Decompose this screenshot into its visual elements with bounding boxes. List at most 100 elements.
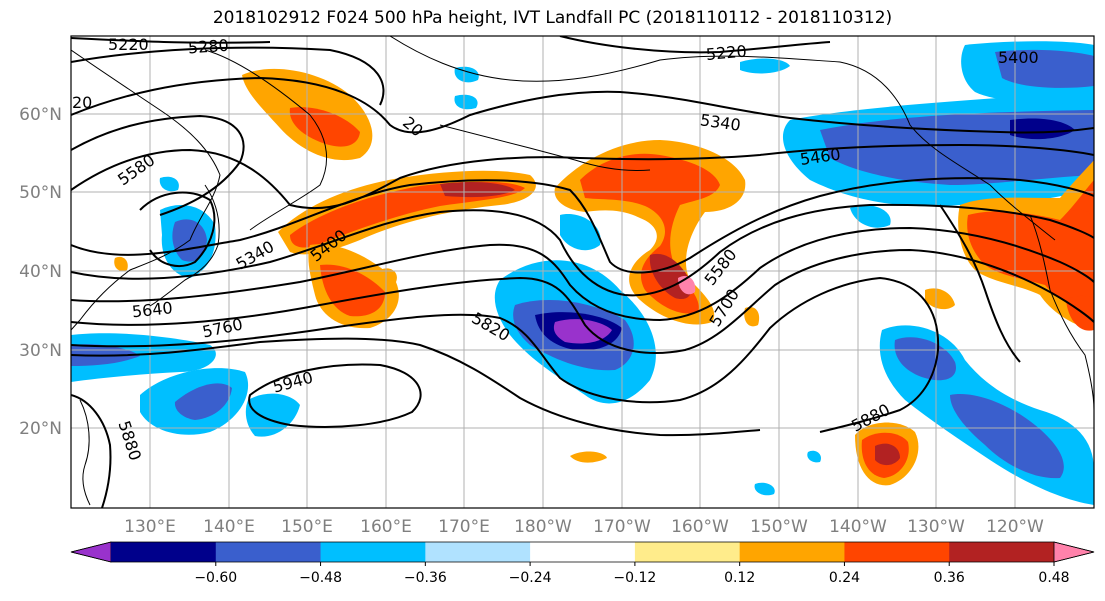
ivt-region	[570, 451, 607, 463]
lon-label: 150°W	[750, 517, 808, 537]
colorbar-tick-label: 0.12	[724, 570, 755, 586]
longitude-labels: 130°E 140°E 150°E 160°E 170°E 180°W 170°…	[124, 517, 1044, 537]
coastline-alaska	[389, 36, 1056, 241]
contour-label: 5220	[705, 42, 747, 64]
ivt-region	[1065, 209, 1094, 236]
height-contour	[71, 114, 245, 216]
colorbar-cell	[215, 542, 322, 562]
map-title: 2018102912 F024 500 hPa height, IVT Land…	[212, 8, 893, 28]
coastline-japan	[149, 184, 220, 307]
ivt-region	[744, 306, 760, 327]
lon-label: 120°W	[986, 517, 1044, 537]
colorbar-cell	[320, 542, 426, 562]
ivt-region	[174, 383, 232, 420]
colorbar-tick-label: −0.24	[509, 570, 552, 586]
colorbar-tick-label: 0.48	[1038, 570, 1069, 586]
height-contour	[71, 37, 271, 44]
colorbar-tick-label: −0.48	[299, 570, 342, 586]
colorbar-cell	[425, 542, 531, 562]
height-contour	[559, 36, 831, 54]
ivt-region	[560, 214, 601, 251]
ivt-region	[807, 450, 821, 463]
colorbar-extend-max	[1053, 541, 1095, 563]
colorbar: −0.60 −0.48 −0.36 −0.24 −0.12 0.12 0.24 0.36 0.4…	[70, 541, 1095, 586]
colorbar-extend-min	[70, 541, 112, 563]
colorbar-tick-label: 0.36	[934, 570, 965, 586]
lon-label: 170°E	[438, 517, 490, 537]
height-contour	[139, 191, 216, 267]
ivt-region	[114, 256, 128, 272]
ivt-region	[950, 394, 1064, 479]
height-contour	[71, 226, 1094, 322]
ivt-region	[454, 66, 479, 83]
contour-label: 5280	[187, 36, 229, 58]
lon-label: 130°W	[907, 517, 965, 537]
height-contours	[71, 36, 1094, 508]
colorbar-cell	[739, 542, 845, 562]
colorbar-outline	[70, 541, 1095, 563]
lon-label: 130°E	[124, 517, 176, 537]
lon-label: 160°E	[360, 517, 412, 537]
ivt-region	[454, 94, 478, 110]
ivt-region	[245, 393, 300, 437]
height-contour	[939, 204, 1021, 363]
ivt-region	[995, 49, 1094, 88]
lat-label: 40°N	[19, 262, 62, 282]
map-frame	[70, 35, 1095, 509]
lat-label: 30°N	[19, 341, 62, 361]
lon-label: 150°E	[281, 517, 333, 537]
coastline-kamchatka	[204, 49, 328, 231]
ivt-region	[754, 482, 775, 496]
colorbar-cell	[530, 542, 636, 562]
lon-label: 140°W	[829, 517, 887, 537]
ivt-region	[925, 288, 955, 310]
contour-label: 5220	[108, 35, 149, 54]
colorbar-tick-label: −0.12	[613, 570, 656, 586]
height-contour	[71, 143, 1094, 210]
colorbar-cell	[844, 542, 950, 562]
graticule	[71, 36, 1094, 508]
lat-label: 60°N	[19, 105, 62, 125]
ivt-region	[875, 443, 900, 466]
height-contour	[71, 337, 761, 437]
height-contour	[71, 76, 1094, 134]
lon-label: 170°W	[593, 517, 651, 537]
coastline-philippines	[79, 399, 91, 506]
lon-label: 160°W	[671, 517, 729, 537]
ivt-region	[320, 264, 385, 317]
height-contour	[71, 203, 1094, 297]
height-contour	[71, 276, 940, 433]
colorbar-cell	[634, 542, 741, 562]
ivt-region	[580, 153, 720, 314]
colorbar-cell	[949, 542, 1055, 562]
contour-label: 5640	[131, 298, 173, 321]
height-contour	[71, 248, 1094, 354]
height-contour	[71, 394, 112, 508]
lon-label: 180°W	[514, 517, 572, 537]
ivt-region	[850, 205, 891, 228]
ivt-region	[290, 181, 525, 248]
contour-label: 5400	[998, 48, 1039, 67]
lat-label: 50°N	[19, 183, 62, 203]
lon-label: 140°E	[203, 517, 255, 537]
colorbar-cell	[111, 542, 217, 562]
ivt-region	[159, 176, 179, 192]
ivt-region	[440, 182, 515, 198]
ivt-region	[894, 337, 956, 381]
latitude-labels: 60°N 50°N 40°N 30°N 20°N	[19, 105, 62, 439]
colorbar-tick-label: −0.60	[194, 570, 237, 586]
ivt-region	[1010, 118, 1075, 140]
coastline-na-west	[1029, 214, 1094, 411]
height-contour	[71, 46, 385, 106]
height-contour	[248, 363, 422, 428]
ivt-region	[967, 180, 1094, 315]
height-contour	[71, 177, 1094, 274]
ivt-region	[379, 268, 397, 284]
colorbar-tick-label: 0.24	[829, 570, 860, 586]
colorbar-tick-label: −0.36	[404, 570, 447, 586]
ivt-region	[740, 58, 790, 74]
ivt-region	[1066, 295, 1094, 331]
lat-label: 20°N	[19, 419, 62, 439]
contour-label: 20	[72, 93, 92, 112]
